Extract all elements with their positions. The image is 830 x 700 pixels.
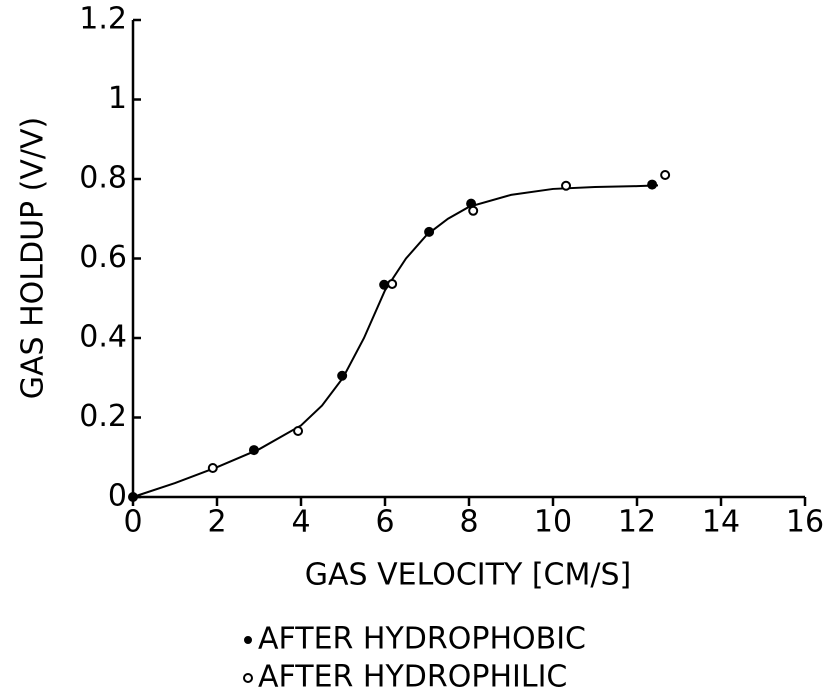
data-point xyxy=(424,226,435,237)
x-tick-label: 8 xyxy=(459,505,478,540)
y-tick-label: 0.4 xyxy=(79,320,127,355)
x-axis-title: GAS VELOCITY [CM/S] xyxy=(305,558,631,593)
legend-label: AFTER HYDROPHILIC xyxy=(258,660,567,695)
y-tick-label: 1.2 xyxy=(79,2,127,37)
y-tick-label: 0.6 xyxy=(79,240,127,275)
x-tick-label: 10 xyxy=(534,505,572,540)
data-point xyxy=(379,279,390,290)
y-axis-title: GAS HOLDUP (V/V) xyxy=(16,117,51,399)
data-point xyxy=(660,170,671,181)
data-point xyxy=(387,278,398,289)
x-tick-label: 4 xyxy=(291,505,310,540)
data-point xyxy=(561,180,572,191)
fit-curve xyxy=(132,184,659,498)
legend-label: AFTER HYDROPHOBIC xyxy=(258,622,586,657)
x-tick-label: 2 xyxy=(207,505,226,540)
data-point xyxy=(293,426,304,437)
y-tick-label: 0 xyxy=(108,479,127,514)
data-point xyxy=(128,492,138,502)
legend-marker xyxy=(243,673,253,683)
x-tick-label: 12 xyxy=(618,505,656,540)
x-tick-label: 0 xyxy=(123,505,142,540)
y-tick-label: 0.8 xyxy=(79,161,127,196)
data-point xyxy=(647,179,658,190)
y-tick-label: 1 xyxy=(108,81,127,116)
data-point xyxy=(468,205,479,216)
data-point xyxy=(337,370,348,381)
x-tick-label: 14 xyxy=(702,505,740,540)
x-tick-label: 6 xyxy=(375,505,394,540)
legend-marker xyxy=(244,636,252,644)
y-tick-label: 0.2 xyxy=(79,399,127,434)
data-point xyxy=(248,445,259,456)
x-tick-label: 16 xyxy=(786,505,824,540)
data-point xyxy=(207,462,218,473)
